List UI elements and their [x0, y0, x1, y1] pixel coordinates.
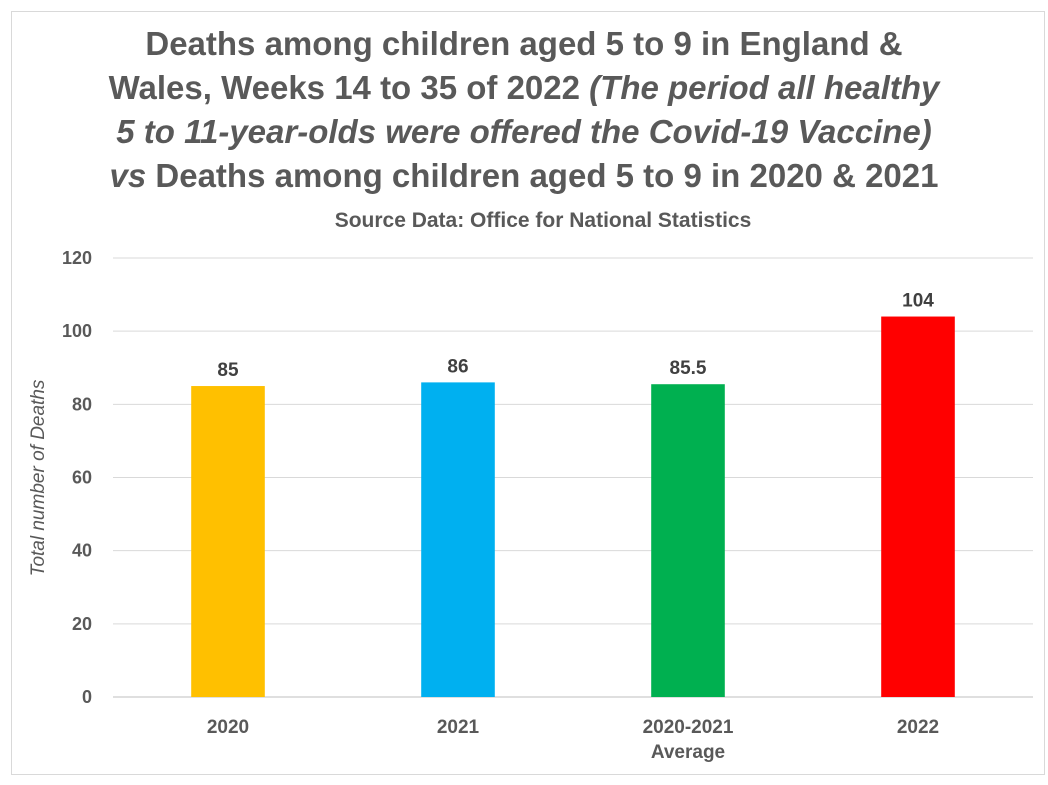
title-line-4-plain: Deaths among children aged 5 to 9 in 202…	[146, 157, 939, 194]
title-line-2-plain: Wales, Weeks 14 to 35 of 2022	[108, 69, 590, 106]
x-tick-label: 2021	[437, 717, 480, 738]
x-tick-label: 2020-2021	[643, 717, 734, 738]
y-tick-label: 80	[72, 394, 92, 414]
chart-subtitle: Source Data: Office for National Statist…	[334, 209, 752, 232]
title-line-4: vs Deaths among children aged 5 to 9 in …	[0, 154, 1048, 198]
y-tick-label: 60	[72, 468, 92, 488]
title-line-1: Deaths among children aged 5 to 9 in Eng…	[145, 25, 903, 62]
bar	[881, 316, 955, 697]
title-line-2-italic: (The period all healthy	[589, 69, 940, 106]
y-tick-label: 0	[82, 687, 92, 707]
y-tick-label: 100	[62, 321, 92, 341]
y-tick-label: 40	[72, 541, 92, 561]
data-label: 85	[217, 360, 239, 381]
data-label: 85.5	[670, 358, 707, 379]
title-line-3-italic: 5 to 11-year-olds were offered the Covid…	[116, 113, 932, 150]
y-tick-label: 120	[62, 248, 92, 268]
chart-frame	[11, 11, 1045, 775]
x-tick-label: 2020	[207, 717, 249, 738]
y-tick-label: 20	[72, 614, 92, 634]
title-line-3: 5 to 11-year-olds were offered the Covid…	[0, 110, 1048, 154]
bar	[421, 382, 495, 697]
data-label: 104	[902, 291, 934, 312]
data-label: 86	[447, 356, 468, 377]
x-tick-label: Average	[651, 742, 725, 763]
x-tick-label: 2022	[897, 717, 939, 738]
bar	[191, 386, 265, 697]
title-line-4-italic: vs	[109, 157, 147, 194]
chart-title: Deaths among children aged 5 to 9 in Eng…	[0, 22, 1048, 198]
bar	[651, 384, 725, 697]
title-line-2: Wales, Weeks 14 to 35 of 2022 (The perio…	[0, 66, 1048, 110]
